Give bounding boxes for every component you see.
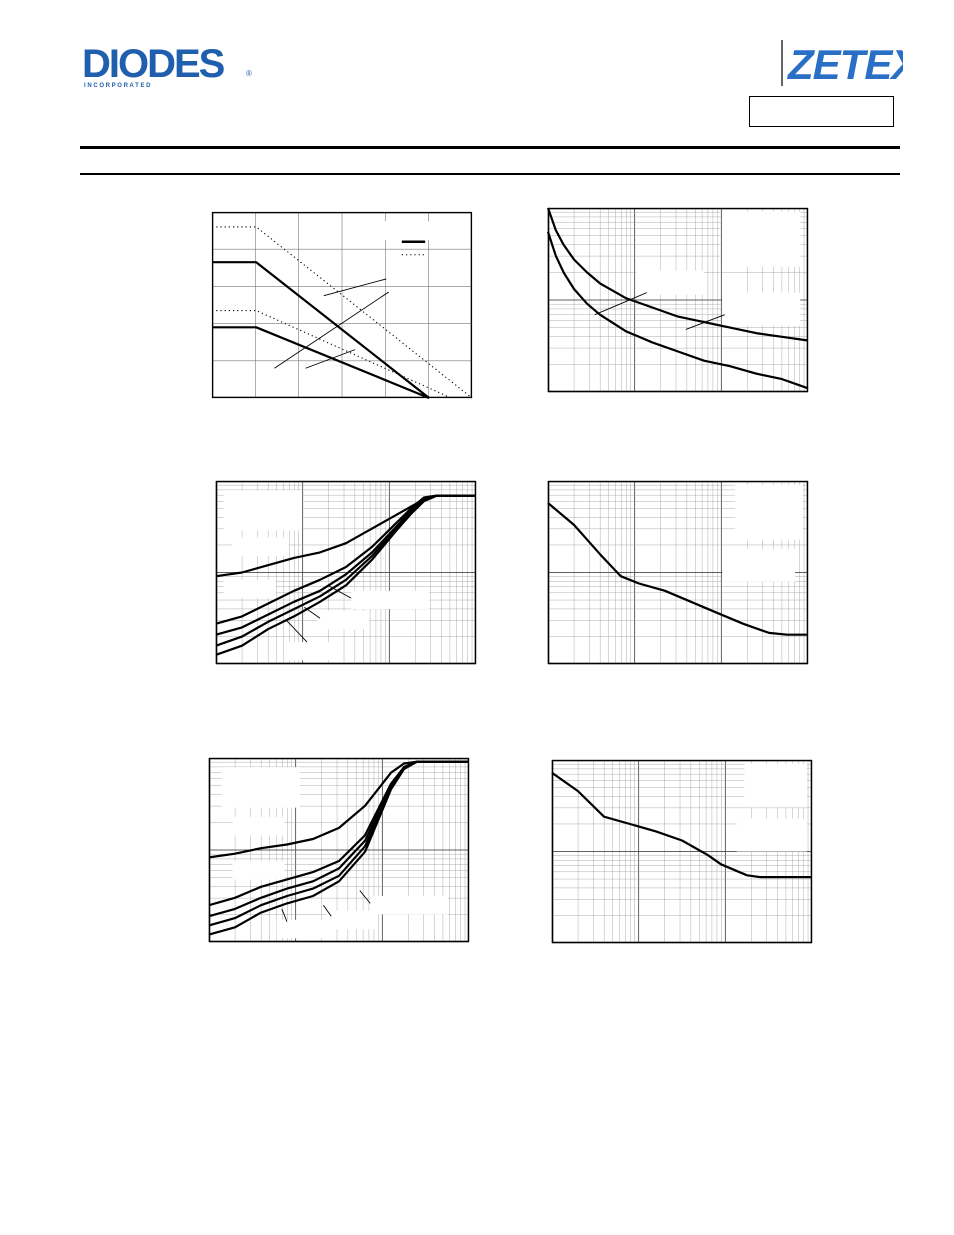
series-line [212, 226, 473, 399]
chart-1 [211, 211, 473, 400]
label-box [370, 896, 449, 915]
label-box [636, 270, 704, 295]
leader-line [323, 904, 332, 917]
series-line [208, 760, 469, 936]
series-line [212, 326, 430, 400]
chart-4 [547, 480, 809, 665]
plot-frame [208, 757, 470, 943]
leader-line [594, 292, 647, 316]
leader-line [285, 619, 308, 643]
label-box [736, 818, 807, 852]
leader-line [305, 349, 356, 369]
leader-line [274, 291, 390, 369]
label-box [231, 537, 289, 557]
series-line [215, 494, 476, 647]
chart-2 [546, 207, 809, 393]
diodes-tagline: I N C O R P O R A T E D [84, 83, 151, 89]
leader-line [323, 278, 387, 297]
label-box [744, 763, 807, 808]
label-box [722, 211, 801, 267]
label-box [326, 910, 378, 930]
label-box [351, 590, 430, 610]
leader-line [281, 908, 288, 922]
series-line [212, 261, 430, 399]
label-box [383, 221, 446, 240]
header-rule-bottom [80, 173, 900, 175]
series-line [215, 494, 476, 656]
chart-5 [208, 757, 470, 943]
zetex-wordmark: ZETEX [787, 41, 903, 88]
registered-mark: ® [246, 69, 252, 78]
label-box [223, 490, 302, 531]
label-box [317, 610, 370, 630]
chart-3 [215, 480, 477, 665]
diodes-wordmark: DIODES [82, 42, 225, 86]
label-box [276, 919, 329, 939]
label-box [222, 767, 300, 808]
header-rule-top [80, 146, 900, 149]
plot-frame [547, 207, 809, 393]
plot-frame [547, 480, 809, 665]
plot-frame [211, 211, 473, 399]
series-line [547, 502, 808, 636]
label-box [735, 484, 803, 540]
part-number-box [749, 96, 894, 127]
label-box [232, 861, 285, 880]
label-box [722, 548, 795, 582]
zetex-logo: ZETEX [781, 40, 903, 88]
leader-line [327, 584, 352, 599]
series-line [546, 207, 809, 342]
label-box [232, 816, 285, 836]
diodes-logo: DIODES I N C O R P O R A T E D ® [82, 42, 252, 89]
plot-frame [551, 759, 813, 944]
plot-frame [215, 480, 477, 665]
label-box [286, 642, 339, 661]
series-line [215, 494, 476, 625]
label-box [722, 292, 801, 326]
legend [401, 240, 426, 256]
leader-line [359, 890, 371, 904]
label-box [223, 579, 276, 599]
series-line [551, 771, 812, 879]
series-line [546, 231, 809, 390]
chart-6 [551, 759, 813, 944]
